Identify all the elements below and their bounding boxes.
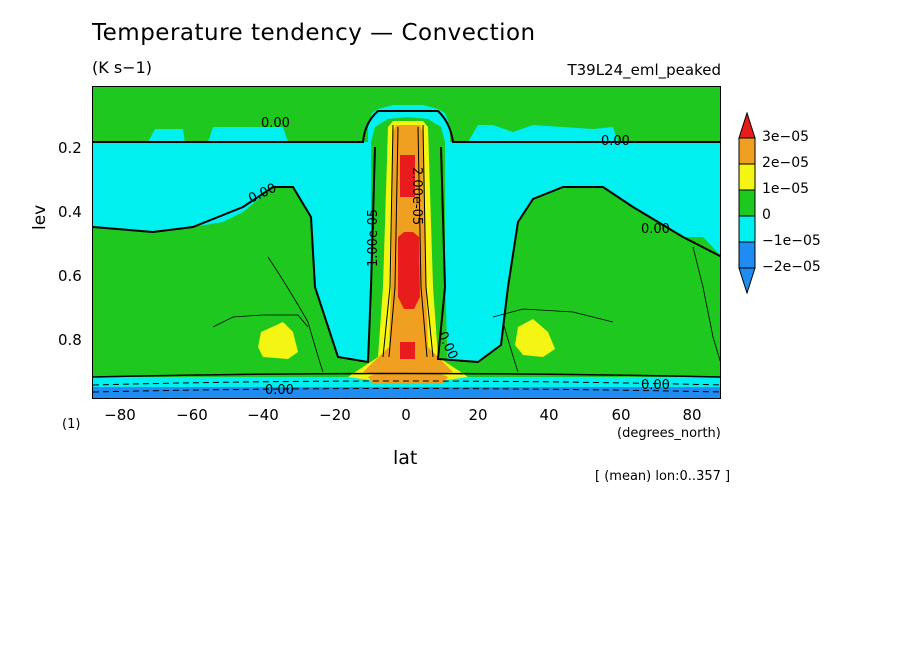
contour-tower-2 — [388, 126, 428, 358]
contour-zero-upper — [93, 110, 720, 143]
contour-zero-left — [93, 146, 376, 364]
xtick-3: −20 — [319, 406, 351, 424]
legend-label-1: 2e−05 — [762, 155, 810, 171]
contour-label-9: 2.00e-05 — [409, 167, 424, 225]
xtick-1: −60 — [176, 406, 208, 424]
ytick-0: 0.2 — [58, 139, 82, 157]
xtick-8: 80 — [682, 406, 702, 424]
legend-label-4: −1e−05 — [762, 233, 821, 249]
xtick-4: 0 — [401, 406, 411, 424]
contour-bottom-solid — [93, 372, 720, 378]
x-axis-label: lat — [393, 447, 418, 469]
xtick-0: −80 — [104, 406, 136, 424]
colorbar-red — [738, 112, 756, 139]
y-axis-units: (1) — [62, 417, 81, 432]
legend-label-3: 0 — [762, 207, 771, 223]
x-axis-units: (degrees_north) — [617, 426, 721, 441]
field-cyan-top — [148, 125, 618, 142]
colorbar-blue-tip — [738, 267, 756, 294]
contour-label-4: 0.00 — [641, 222, 670, 237]
colorbar-green — [738, 189, 756, 217]
field-red-tower-low — [400, 342, 415, 359]
field-cyan-upper — [93, 105, 720, 362]
contour-thin-left — [212, 256, 324, 373]
run-name: T39L24_eml_peaked — [567, 61, 721, 79]
legend-label-2: 1e−05 — [762, 181, 810, 197]
legend-label-0: 3e−05 — [762, 129, 810, 145]
plot-area: 0.00 0.00 0.00 0.00 0.00 0.00 0.00 1.00e… — [92, 86, 721, 399]
field-red-tower-mid — [398, 232, 420, 309]
ytick-3: 0.8 — [58, 331, 82, 349]
xtick-5: 20 — [468, 406, 488, 424]
xtick-2: −40 — [247, 406, 279, 424]
field-yellow-blob-right — [515, 319, 555, 357]
contour-label-1: 0.00 — [261, 116, 290, 131]
colorbar-cyan — [738, 215, 756, 243]
contour-thin-right — [492, 246, 720, 373]
xtick-7: 60 — [611, 406, 631, 424]
colorbar-blue — [738, 241, 756, 269]
contour-tower-1 — [382, 124, 434, 358]
ytick-2: 0.6 — [58, 267, 82, 285]
chart-title: Temperature tendency — Convection — [92, 20, 536, 46]
contour-label-6: 0.00 — [265, 383, 294, 398]
contour-zero-right — [436, 146, 720, 364]
colorbar — [738, 112, 756, 294]
chart-units: (K s−1) — [92, 58, 152, 77]
colorbar-orange — [738, 137, 756, 165]
contour-label-2: 0.00 — [601, 134, 630, 149]
xtick-6: 40 — [539, 406, 559, 424]
field-yellow-blob-left — [258, 322, 298, 359]
mean-note: [ (mean) lon:0..357 ] — [595, 469, 731, 484]
contour-label-8: 1.00e-05 — [366, 209, 381, 267]
legend-label-5: −2e−05 — [762, 259, 821, 275]
contour-bottom-1 — [93, 380, 720, 386]
contour-bottom-2 — [93, 388, 720, 393]
y-axis-label: lev — [30, 204, 50, 230]
field-red-tower-upper — [400, 155, 415, 197]
contour-label-7: 0.00 — [641, 378, 670, 393]
colorbar-yellow — [738, 163, 756, 191]
ytick-1: 0.4 — [58, 203, 82, 221]
